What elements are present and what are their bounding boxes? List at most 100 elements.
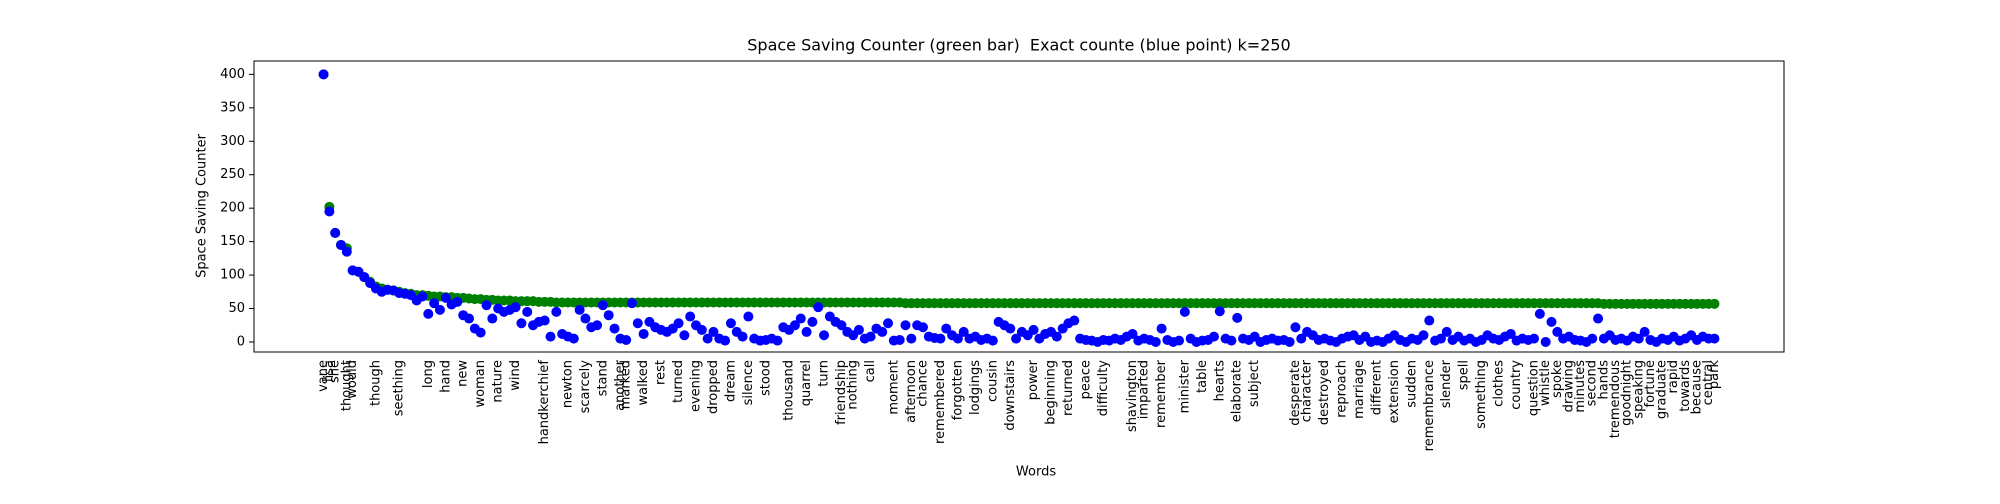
x-tick-label: forgotten — [950, 360, 965, 420]
point — [1284, 336, 1295, 347]
x-tick-label: second — [1585, 360, 1600, 406]
point — [609, 323, 620, 334]
point — [621, 334, 632, 345]
point — [341, 246, 352, 257]
point — [638, 328, 649, 339]
point — [1127, 328, 1138, 339]
point — [1174, 335, 1185, 346]
point — [1505, 328, 1516, 339]
point — [1069, 315, 1080, 326]
x-tick-label: scarcely — [578, 360, 593, 414]
x-tick-label: beginning — [1044, 360, 1059, 425]
point — [917, 322, 928, 333]
point — [1208, 331, 1219, 342]
point — [720, 335, 731, 346]
point — [417, 291, 428, 302]
x-axis-label: Words — [1016, 465, 1056, 480]
y-axis-label: Space Saving Counter — [195, 133, 210, 277]
point — [522, 306, 533, 317]
point — [673, 318, 684, 329]
x-tick-label: goodnight — [1620, 360, 1635, 426]
x-tick-label: lodgings — [968, 360, 983, 415]
point — [464, 313, 475, 324]
x-tick-label: marriage — [1352, 360, 1367, 419]
point — [813, 302, 824, 313]
x-tick-label: shavington — [1125, 360, 1140, 432]
point — [510, 302, 521, 313]
x-tick-label: would — [345, 360, 360, 399]
point — [801, 326, 812, 337]
point — [1546, 316, 1557, 327]
x-tick-label: stood — [758, 360, 773, 396]
x-tick-label: another — [613, 359, 628, 410]
x-tick-label: downstairs — [1003, 360, 1018, 431]
point — [1540, 336, 1551, 347]
y-tick-label: 50 — [228, 301, 245, 316]
point — [324, 206, 335, 217]
point — [592, 320, 603, 331]
point — [1005, 323, 1016, 334]
x-tick-label: something — [1474, 360, 1489, 429]
x-tick-label: call — [863, 360, 878, 382]
point — [1156, 323, 1167, 334]
point — [1441, 326, 1452, 337]
x-tick-label: hearts — [1212, 360, 1227, 402]
x-tick-label: newton — [560, 360, 575, 408]
point — [487, 313, 498, 324]
chart-title: Space Saving Counter (green bar) Exact c… — [747, 36, 1290, 55]
x-tick-label: she — [328, 360, 343, 383]
x-tick-label: stand — [595, 360, 610, 396]
point — [906, 333, 917, 344]
point — [1552, 326, 1563, 337]
x-tick-label: evening — [689, 360, 704, 412]
y-tick-label: 0 — [237, 334, 245, 349]
x-tick-label: seething — [392, 360, 407, 416]
x-tick-label: peace — [1078, 360, 1093, 399]
x-tick-label: park — [1707, 360, 1722, 390]
point — [545, 331, 556, 342]
point — [987, 335, 998, 346]
point — [708, 326, 719, 337]
x-tick-label: long — [421, 360, 436, 388]
point — [894, 334, 905, 345]
x-tick-label: quarrel — [799, 360, 814, 406]
x-tick-label: extension — [1387, 360, 1402, 423]
x-tick-label: destroyed — [1317, 360, 1332, 425]
point — [434, 304, 445, 315]
point — [632, 318, 643, 329]
point — [1593, 313, 1604, 324]
point — [1587, 333, 1598, 344]
x-tick-label: though — [368, 360, 383, 406]
x-tick-label: difficulty — [1096, 360, 1111, 417]
x-tick-label: returned — [1061, 360, 1076, 416]
x-tick-label: fortune — [1643, 360, 1658, 407]
point — [336, 239, 347, 250]
x-tick-label: turned — [671, 360, 686, 403]
point — [935, 333, 946, 344]
point — [1418, 330, 1429, 341]
point — [1639, 326, 1650, 337]
point — [900, 320, 911, 331]
x-tick-label: silence — [741, 360, 756, 405]
x-tick-label: vane — [316, 360, 331, 392]
x-tick-label: minutes — [1573, 360, 1588, 413]
x-tick-label: hands — [1596, 360, 1611, 400]
point — [1633, 333, 1644, 344]
point — [603, 310, 614, 321]
point — [626, 298, 637, 309]
x-tick-label: remember — [1154, 359, 1169, 428]
point — [1435, 333, 1446, 344]
x-tick-label: moment — [886, 360, 901, 415]
point — [1709, 298, 1720, 309]
x-tick-label: cousin — [985, 360, 1000, 402]
point — [440, 292, 451, 303]
point — [516, 318, 527, 329]
x-tick-label: minister — [1177, 359, 1192, 413]
x-tick-label: tremendous — [1608, 360, 1623, 439]
x-tick-label: clothes — [1492, 360, 1507, 407]
point — [1214, 306, 1225, 317]
point — [743, 311, 754, 322]
x-tick-label: country — [1509, 360, 1524, 410]
point — [702, 333, 713, 344]
